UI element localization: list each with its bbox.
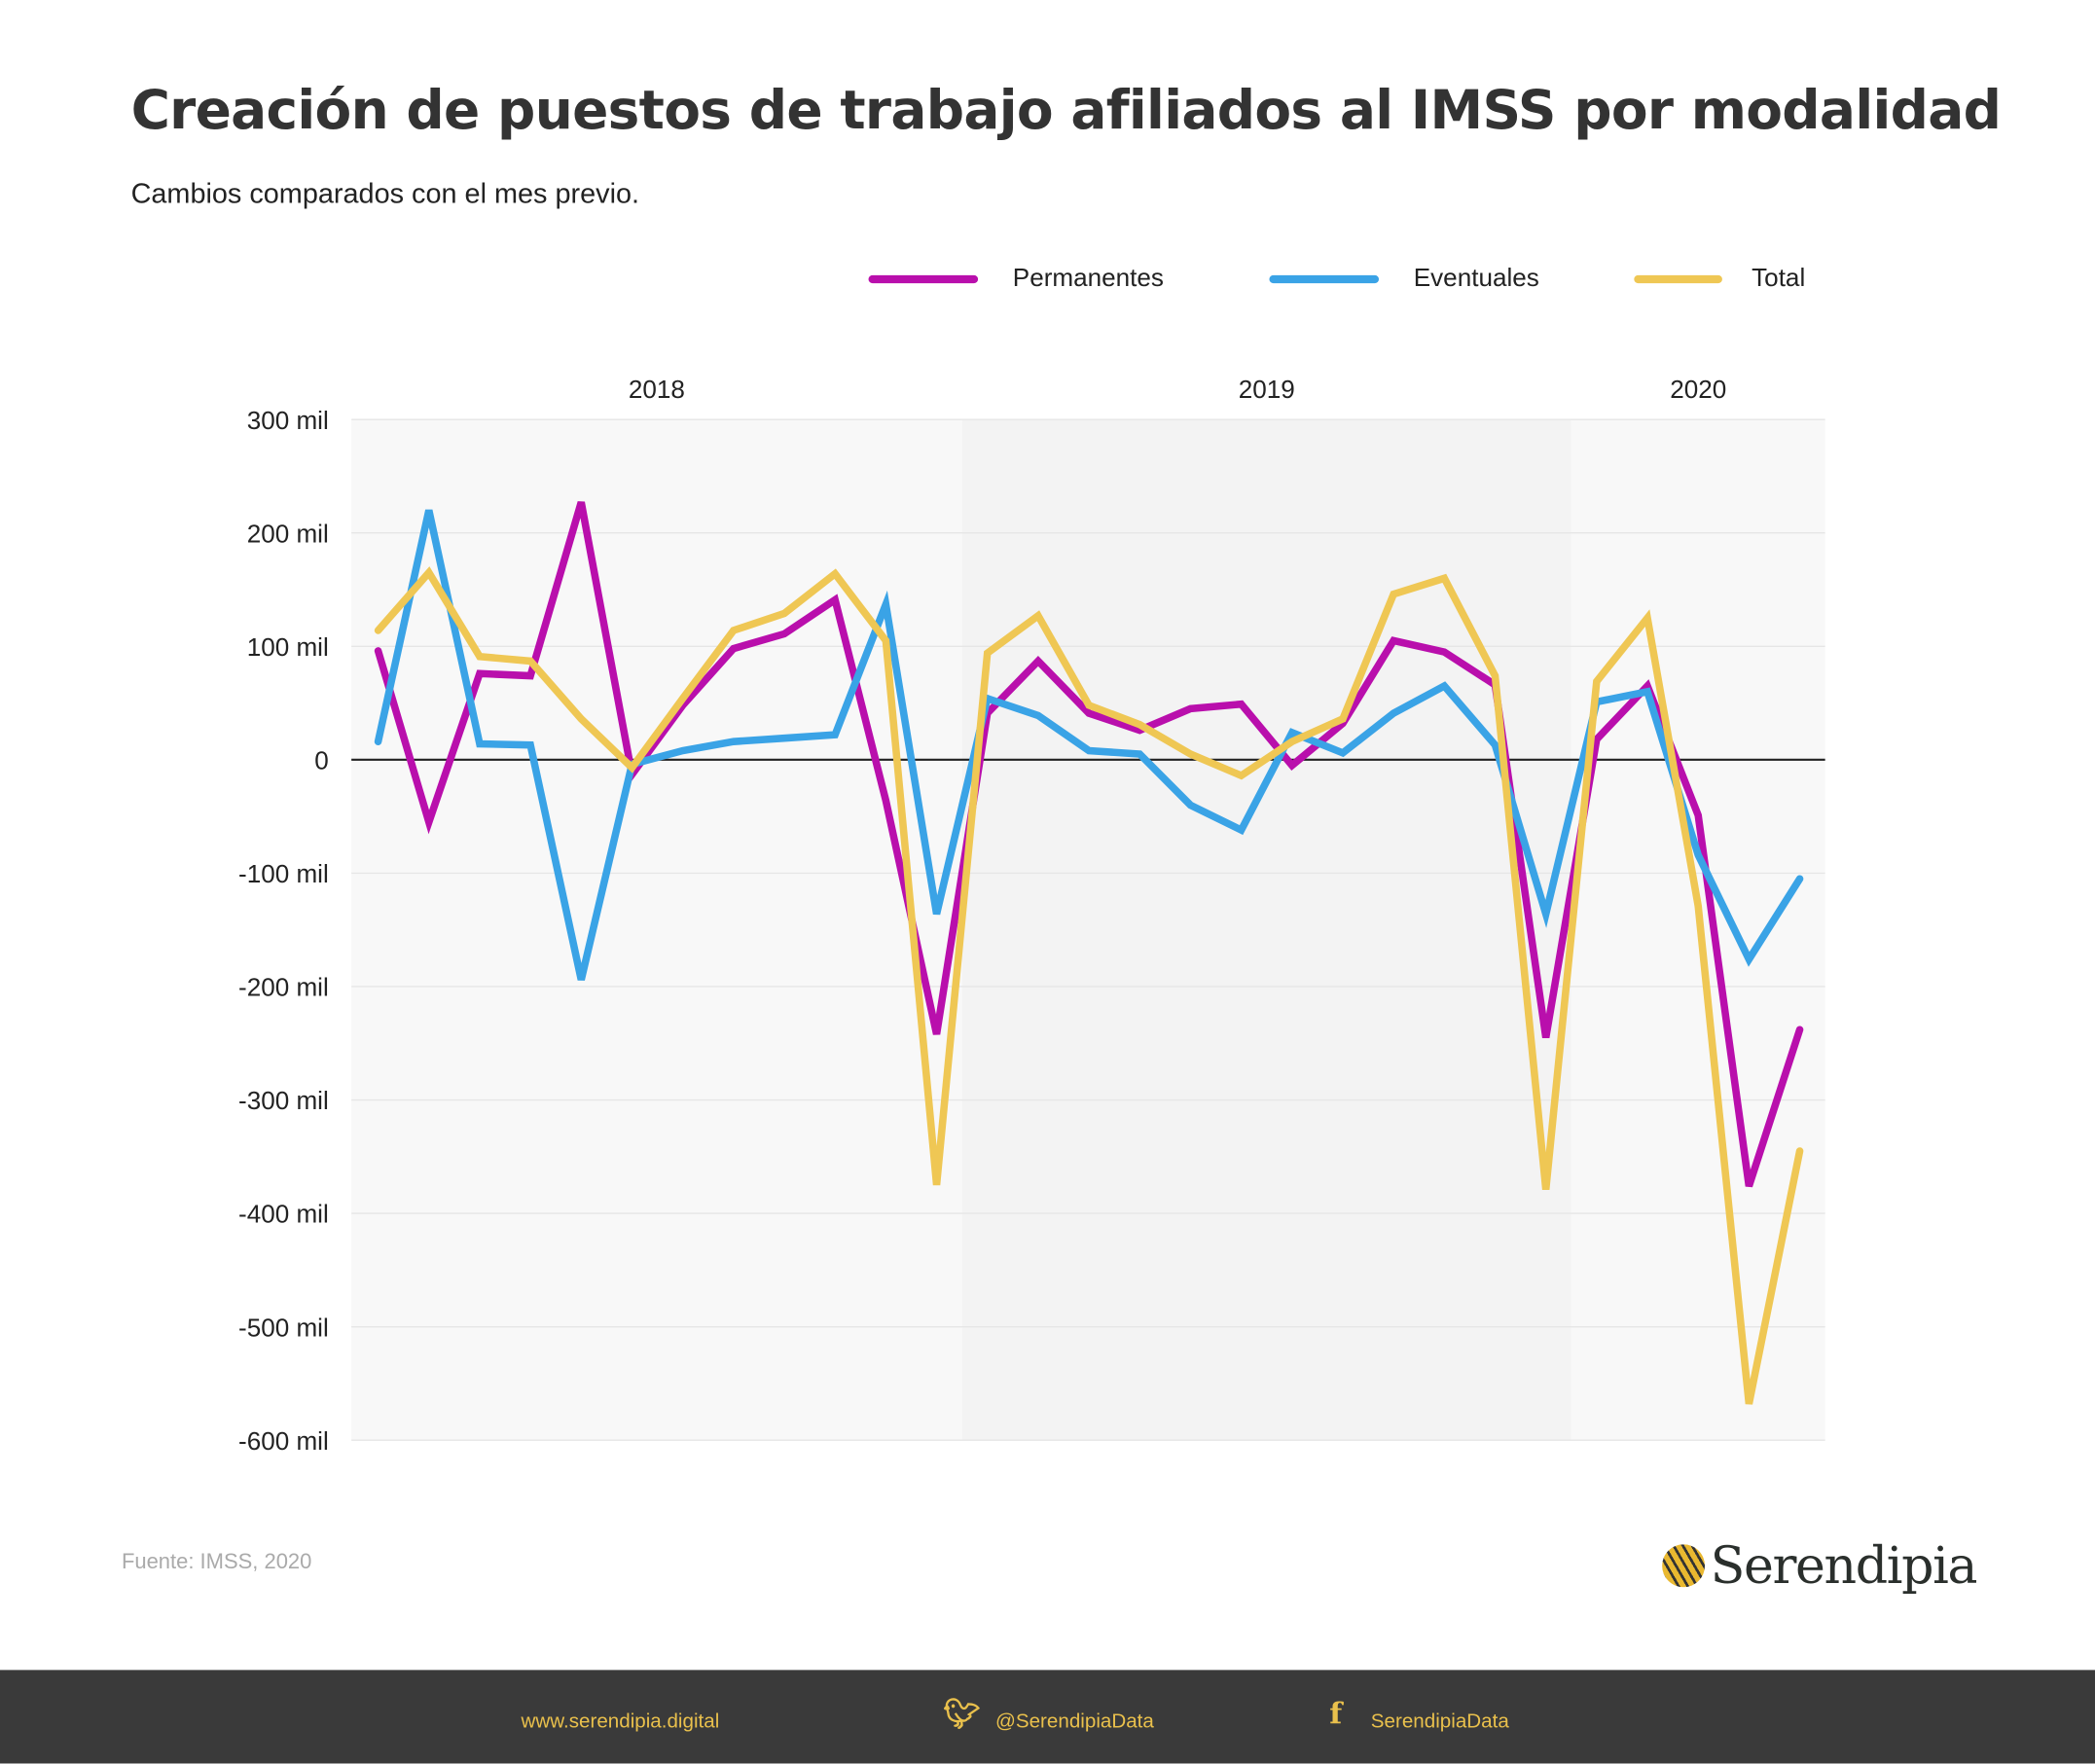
y-tick-label: -200 mil [238,973,329,1002]
y-tick-label: 100 mil [247,632,329,662]
y-tick-label: 0 [314,745,329,774]
y-tick-label: -300 mil [238,1086,329,1115]
y-tick-label: -100 mil [238,859,329,888]
year-label: 2018 [629,375,685,404]
website-link[interactable]: www.serendipia.digital [522,1710,720,1733]
year-band [962,419,1571,1440]
year-label: 2019 [1239,375,1295,404]
facebook-icon: f [1329,1697,1342,1732]
twitter-link[interactable]: @SerendipiaData [995,1710,1154,1733]
y-tick-label: -500 mil [238,1313,329,1342]
y-tick-label: 200 mil [247,519,329,548]
logo-mark-icon [1662,1544,1705,1587]
facebook-link[interactable]: SerendipiaData [1371,1710,1509,1733]
y-tick-label: -400 mil [238,1200,329,1229]
twitter-icon: 🐦︎ [943,1697,980,1732]
serendipia-logo: Serendipia [1662,1536,1976,1595]
footer: www.serendipia.digital 🐦︎ @SerendipiaDat… [0,1670,2095,1763]
year-label: 2020 [1670,375,1726,404]
logo-text: Serendipia [1711,1536,1977,1595]
source-note: Fuente: IMSS, 2020 [122,1551,311,1575]
y-tick-label: 300 mil [247,406,329,435]
y-tick-label: -600 mil [238,1426,329,1456]
